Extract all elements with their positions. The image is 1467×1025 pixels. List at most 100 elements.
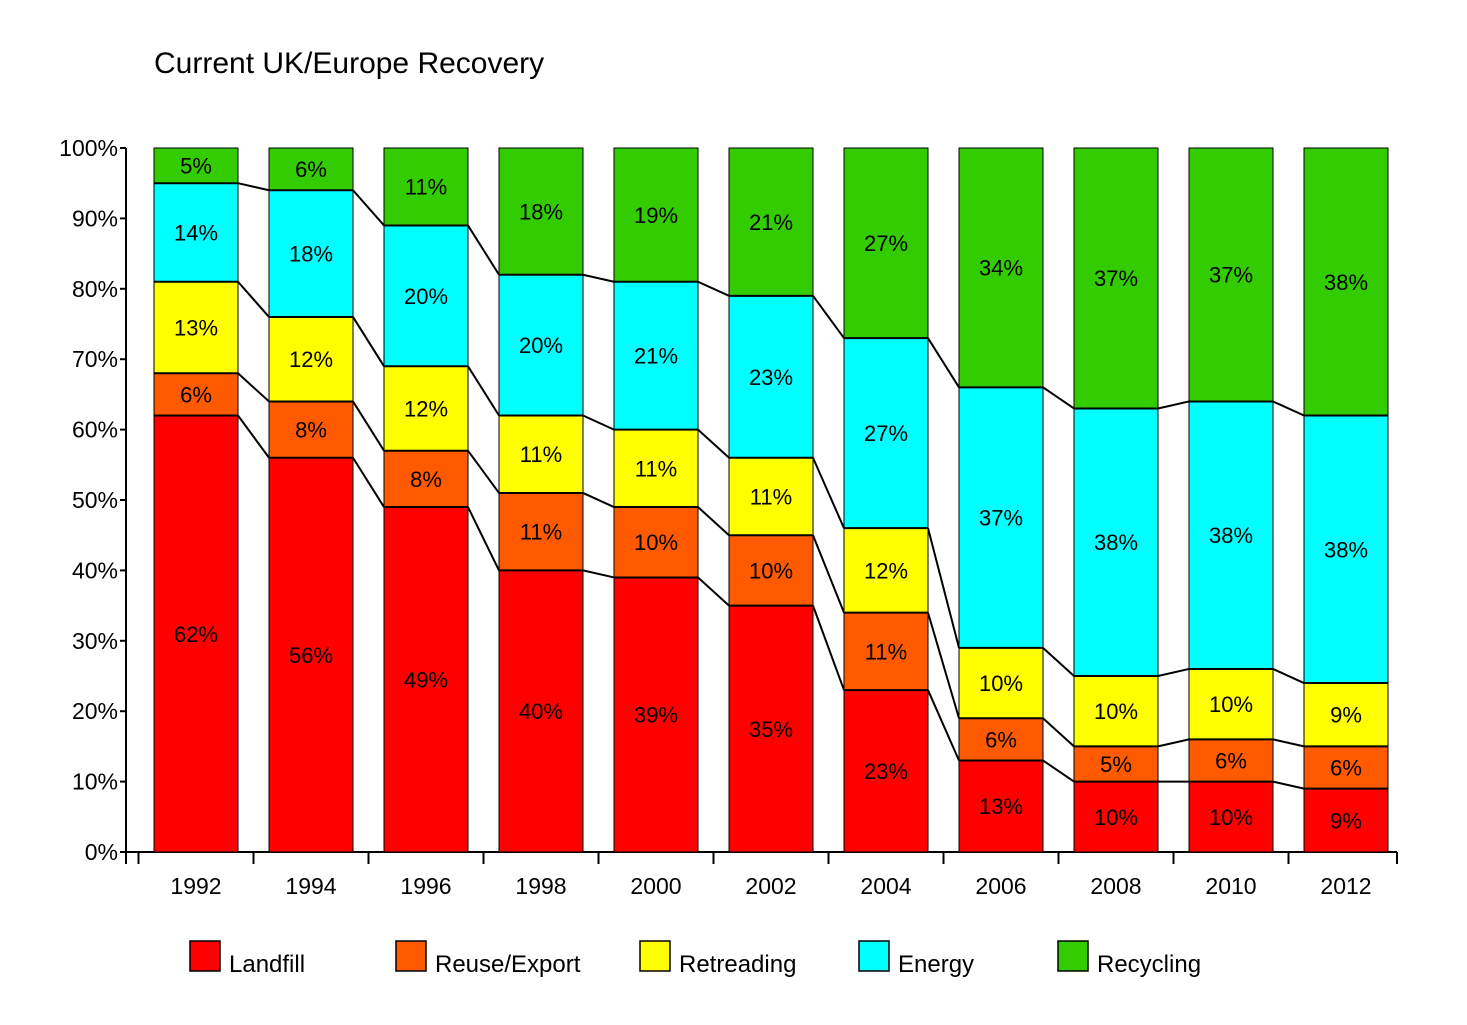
bar-stack: 39% 10% 11% 21% 19% <box>613 147 699 853</box>
bar-stack: 35% 10% 11% 23% 21% <box>728 147 814 853</box>
connector-line <box>927 527 960 649</box>
data-label: 8% <box>410 467 442 492</box>
data-label: 38% <box>1094 530 1138 555</box>
bar-segment-reuse-export <box>383 450 469 508</box>
x-tick-label: 2004 <box>860 873 911 899</box>
data-label: 10% <box>749 558 793 583</box>
connector-line <box>1272 668 1305 684</box>
data-label: 11% <box>405 175 447 200</box>
data-label: 8% <box>295 418 327 443</box>
bar-segment-landfill <box>958 759 1044 853</box>
data-label: 20% <box>404 284 448 309</box>
connector-line <box>582 273 615 283</box>
y-tick-label: 10% <box>72 769 118 795</box>
data-label: 10% <box>634 530 678 555</box>
bar-segment-recycling <box>383 147 469 226</box>
x-tick-label: 2012 <box>1320 873 1371 899</box>
data-label: 18% <box>289 242 333 267</box>
bar-segment-recycling <box>843 147 929 339</box>
data-label: 38% <box>1209 523 1253 548</box>
bar-segment-energy <box>613 281 699 431</box>
data-label: 39% <box>634 703 678 728</box>
connector-line <box>352 457 385 508</box>
data-label: 12% <box>864 558 908 583</box>
data-label: 12% <box>404 396 448 421</box>
chart-title: Current UK/Europe Recovery <box>154 47 544 80</box>
data-label: 20% <box>519 333 563 358</box>
bar-segment-recycling <box>498 147 584 276</box>
connector-line <box>1157 738 1190 748</box>
x-tick-label: 2010 <box>1205 873 1256 899</box>
data-label: 62% <box>174 622 218 647</box>
connector-line <box>1157 667 1190 677</box>
connector-line <box>1157 400 1190 410</box>
data-label: 13% <box>979 794 1023 819</box>
data-label: 56% <box>289 643 333 668</box>
x-tick-label: 1992 <box>170 873 221 899</box>
connector-line <box>1272 738 1305 748</box>
bar-segment-retreading <box>268 316 354 402</box>
data-label: 13% <box>174 316 218 341</box>
legend-swatch <box>1057 940 1089 972</box>
connector-line <box>352 189 385 227</box>
bar-segment-reuse-export <box>1303 745 1389 790</box>
connector-line <box>1272 400 1305 417</box>
data-label: 5% <box>1100 752 1132 777</box>
bar-segment-energy <box>153 182 239 283</box>
connector-line <box>697 576 730 607</box>
legend-item: Retreading <box>639 940 796 978</box>
data-label: 40% <box>519 699 563 724</box>
connector-line <box>352 400 385 452</box>
connector-line <box>237 414 270 459</box>
bar-stack: 10% 6% 10% 38% 37% <box>1188 147 1274 853</box>
data-label: 6% <box>1330 756 1362 781</box>
bar-segment-retreading <box>613 429 699 508</box>
bar-segment-recycling <box>958 147 1044 388</box>
y-tick-label: 60% <box>72 417 118 443</box>
bar-segment-reuse-export <box>728 534 814 607</box>
y-axis: 0% 10% 20% 30% 40% 50% 60% 70% 80% 90% 100% <box>59 135 127 865</box>
connector-line <box>1042 386 1075 410</box>
data-label: 35% <box>749 717 793 742</box>
x-tick-label: 2006 <box>975 873 1026 899</box>
y-tick-label: 30% <box>72 628 118 654</box>
legend-label: Landfill <box>229 951 305 978</box>
bar-segment-landfill <box>383 506 469 853</box>
data-label: 6% <box>985 727 1017 752</box>
bar-stack: 62% 6% 13% 14% 5% <box>153 147 239 853</box>
y-tick-label: 90% <box>72 205 118 231</box>
x-tick-label: 2000 <box>630 873 681 899</box>
connector-line <box>237 182 270 192</box>
connector-line <box>237 281 270 318</box>
legend-item: Reuse/Export <box>395 940 581 978</box>
legend-swatch <box>639 940 671 972</box>
bar-segment-landfill <box>843 689 929 853</box>
data-label: 18% <box>519 199 563 224</box>
connector-line <box>582 492 615 508</box>
x-axis: 1992 1994 1996 1998 2000 2002 2004 2006 2008 2010… <box>125 851 1398 899</box>
y-tick-label: 50% <box>72 487 118 513</box>
data-label: 21% <box>749 210 793 235</box>
connector-line <box>237 372 270 403</box>
bar-segment-landfill <box>1303 788 1389 853</box>
data-label: 6% <box>295 157 327 182</box>
bar-segment-landfill <box>498 569 584 853</box>
y-tick-label: 40% <box>72 557 118 583</box>
data-label: 27% <box>864 421 908 446</box>
legend-item: Energy <box>858 940 974 978</box>
bar-segment-energy <box>1188 400 1274 670</box>
bar-segment-recycling <box>268 147 354 191</box>
data-label: 37% <box>1094 266 1138 291</box>
connector-line <box>352 316 385 367</box>
bar-segment-reuse-export <box>498 492 584 571</box>
bar-segment-energy <box>383 224 469 367</box>
x-tick-label: 1998 <box>515 873 566 899</box>
bar-segment-landfill <box>728 605 814 853</box>
bar-stack: 56% 8% 12% 18% 6% <box>268 147 354 853</box>
legend-item: Landfill <box>189 940 305 978</box>
bar-segment-energy <box>1303 415 1389 684</box>
bar-segment-retreading <box>843 527 929 614</box>
x-tick-label: 2008 <box>1090 873 1141 899</box>
connector-line <box>467 450 500 494</box>
data-label: 6% <box>1215 748 1247 773</box>
